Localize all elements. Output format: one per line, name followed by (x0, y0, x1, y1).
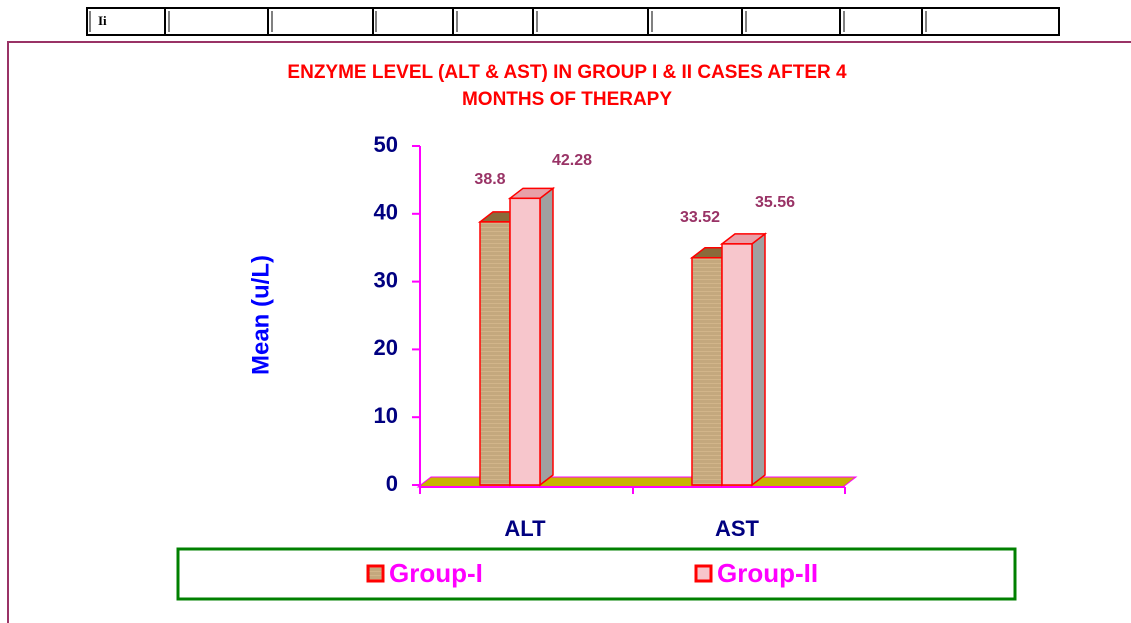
table-cell: Ii (98, 13, 107, 28)
data-label: 38.8 (474, 171, 505, 188)
legend-label: Group-I (389, 558, 483, 588)
bar (509, 197, 541, 486)
bar-side (539, 186, 554, 487)
y-tick-label: 0 (386, 471, 398, 496)
bar (691, 256, 723, 486)
bar-side (751, 232, 766, 487)
x-tick-label: ALT (504, 516, 546, 541)
chart-title: MONTHS OF THERAPY (462, 89, 672, 110)
bar (479, 221, 511, 486)
bar (721, 243, 753, 486)
y-tick-label: 10 (374, 403, 398, 428)
y-tick-label: 30 (374, 267, 398, 292)
y-axis-label: Mean (u/L) (247, 255, 274, 375)
legend (176, 547, 1017, 601)
top-table (86, 7, 1060, 36)
data-label: 33.52 (680, 209, 720, 226)
legend-label: Group-II (717, 558, 818, 588)
legend-swatch (694, 564, 713, 583)
y-tick-label: 40 (374, 200, 398, 225)
data-label: 42.28 (552, 152, 592, 169)
y-tick-label: 50 (374, 132, 398, 157)
chart-frame (7, 41, 1131, 623)
chart-title: ENZYME LEVEL (ALT & AST) IN GROUP I & II… (287, 62, 847, 83)
y-tick-label: 20 (374, 335, 398, 360)
x-tick-label: AST (715, 516, 760, 541)
legend-swatch (366, 564, 385, 583)
data-label: 35.56 (755, 194, 795, 211)
